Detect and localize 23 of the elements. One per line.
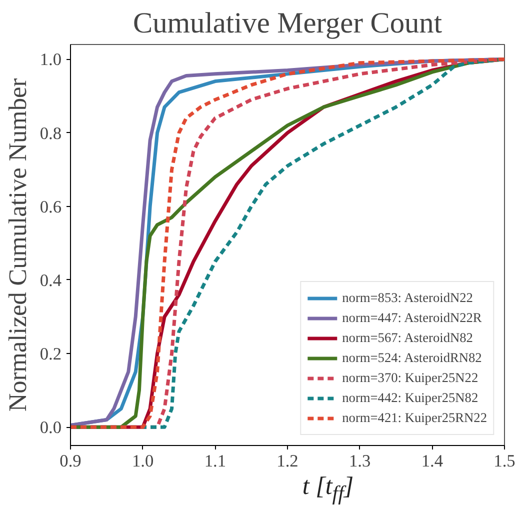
x-tick-label: 1.1	[204, 452, 226, 470]
y-axis-title: Normalized Cumulative Number	[4, 78, 32, 412]
legend-label: norm=853: AsteroidN22	[342, 290, 473, 306]
y-tick-label: 0.6	[40, 197, 62, 216]
legend-label: norm=370: Kuiper25N22	[342, 370, 478, 386]
x-tick-label: 1.5	[494, 452, 516, 470]
y-tick-label: 0.8	[40, 124, 62, 143]
y-tick-label: 0.4	[40, 270, 62, 290]
legend-label: norm=447: AsteroidN22R	[342, 310, 482, 326]
y-tick-label: 0.0	[40, 418, 62, 438]
x-tick-label: 1.4	[421, 452, 444, 470]
legend-label: norm=524: AsteroidRN82	[342, 350, 482, 366]
legend-label: norm=567: AsteroidN82	[342, 330, 473, 346]
x-tick-label: 1.0	[132, 452, 154, 470]
x-tick-label: 1.3	[349, 452, 371, 470]
y-tick-label: 1.0	[40, 50, 62, 70]
x-tick-label: 1.2	[276, 452, 298, 470]
x-tick-label: 0.9	[60, 452, 82, 470]
legend-label: norm=421: Kuiper25RN22	[342, 410, 487, 426]
x-axis-title: t [t$_{ff}$]	[302, 472, 354, 507]
legend-label: norm=442: Kuiper25N82	[342, 390, 478, 406]
y-tick-label: 0.2	[40, 344, 62, 364]
chart-title: Cumulative Merger Count	[133, 8, 442, 40]
